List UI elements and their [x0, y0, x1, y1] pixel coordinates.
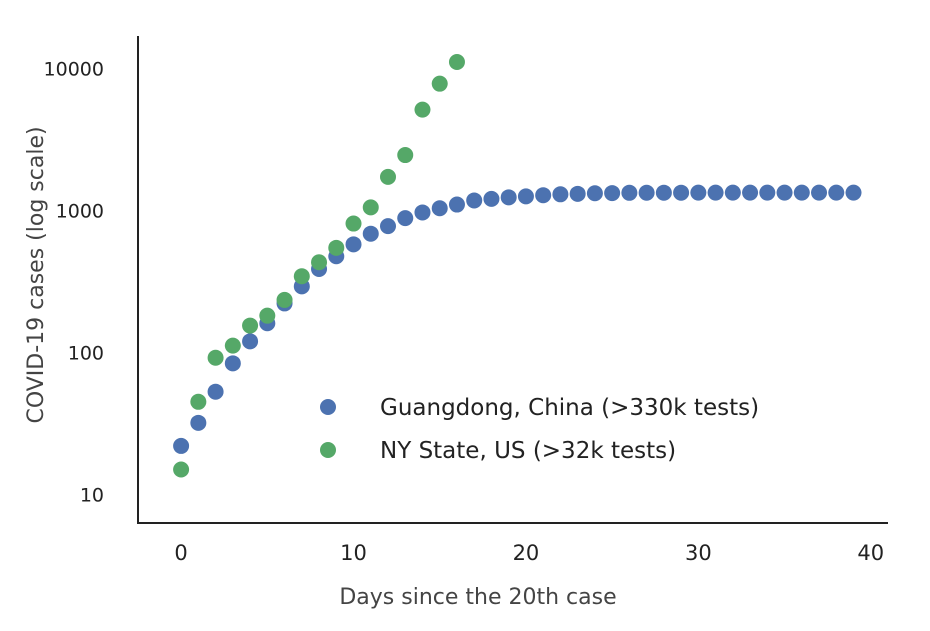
data-point	[242, 317, 259, 334]
legend: Guangdong, China (>330k tests) NY State,…	[320, 395, 759, 464]
data-point	[224, 337, 241, 354]
data-point	[586, 185, 603, 202]
data-point	[759, 184, 776, 201]
data-point	[431, 75, 448, 92]
data-point	[483, 190, 500, 207]
data-point	[328, 239, 345, 256]
x-tick-label: 10	[340, 541, 367, 565]
data-point	[621, 184, 638, 201]
data-point	[259, 307, 276, 324]
data-point	[673, 184, 690, 201]
data-point	[828, 184, 845, 201]
data-points	[173, 53, 862, 478]
x-tick-labels: 0 10 20 30 40	[174, 541, 884, 565]
data-point	[293, 268, 310, 285]
y-tick-label: 1000	[56, 201, 104, 223]
x-tick-label: 0	[174, 541, 187, 565]
data-point	[448, 53, 465, 70]
legend-label-ny-state: NY State, US (>32k tests)	[380, 438, 676, 464]
x-tick-label: 20	[513, 541, 540, 565]
data-point	[173, 461, 190, 478]
data-point	[604, 185, 621, 202]
data-point	[638, 184, 655, 201]
y-axis-label: COVID-19 cases (log scale)	[24, 126, 49, 423]
data-point	[811, 184, 828, 201]
x-axis-label: Days since the 20th case	[339, 585, 616, 610]
data-point	[173, 437, 190, 454]
data-point	[500, 189, 517, 206]
data-point	[569, 185, 586, 202]
data-point	[362, 225, 379, 242]
data-point	[345, 236, 362, 253]
x-tick-label: 30	[685, 541, 712, 565]
x-tick-label: 40	[857, 541, 884, 565]
data-point	[742, 184, 759, 201]
data-point	[345, 215, 362, 232]
data-point	[552, 186, 569, 203]
data-point	[207, 349, 224, 366]
data-point	[707, 184, 724, 201]
data-point	[190, 414, 207, 431]
data-point	[448, 196, 465, 213]
data-point	[845, 184, 862, 201]
data-point	[397, 147, 414, 164]
data-point	[466, 192, 483, 209]
data-point	[190, 393, 207, 410]
y-tick-label: 10	[80, 485, 104, 507]
data-point	[311, 254, 328, 271]
data-point	[414, 204, 431, 221]
data-point	[380, 218, 396, 235]
data-point	[690, 184, 707, 201]
data-point	[380, 168, 396, 185]
data-point	[414, 101, 431, 118]
data-point	[224, 355, 241, 372]
data-point	[397, 210, 414, 227]
axes	[137, 36, 888, 524]
data-point	[431, 200, 448, 217]
data-point	[362, 199, 379, 216]
data-point	[207, 383, 224, 400]
data-point	[242, 333, 259, 350]
series-1	[173, 53, 465, 478]
y-tick-labels: 10 100 1000 10000	[44, 59, 104, 507]
data-point	[655, 184, 672, 201]
legend-marker-ny-state	[320, 442, 336, 458]
data-point	[776, 184, 793, 201]
y-tick-label: 100	[68, 343, 104, 365]
data-point	[724, 184, 741, 201]
y-tick-label: 10000	[44, 59, 104, 81]
data-point	[535, 187, 552, 204]
data-point	[517, 188, 534, 205]
legend-marker-guangdong	[320, 399, 336, 415]
data-point	[276, 291, 293, 308]
legend-label-guangdong: Guangdong, China (>330k tests)	[380, 395, 759, 421]
data-point	[793, 184, 810, 201]
